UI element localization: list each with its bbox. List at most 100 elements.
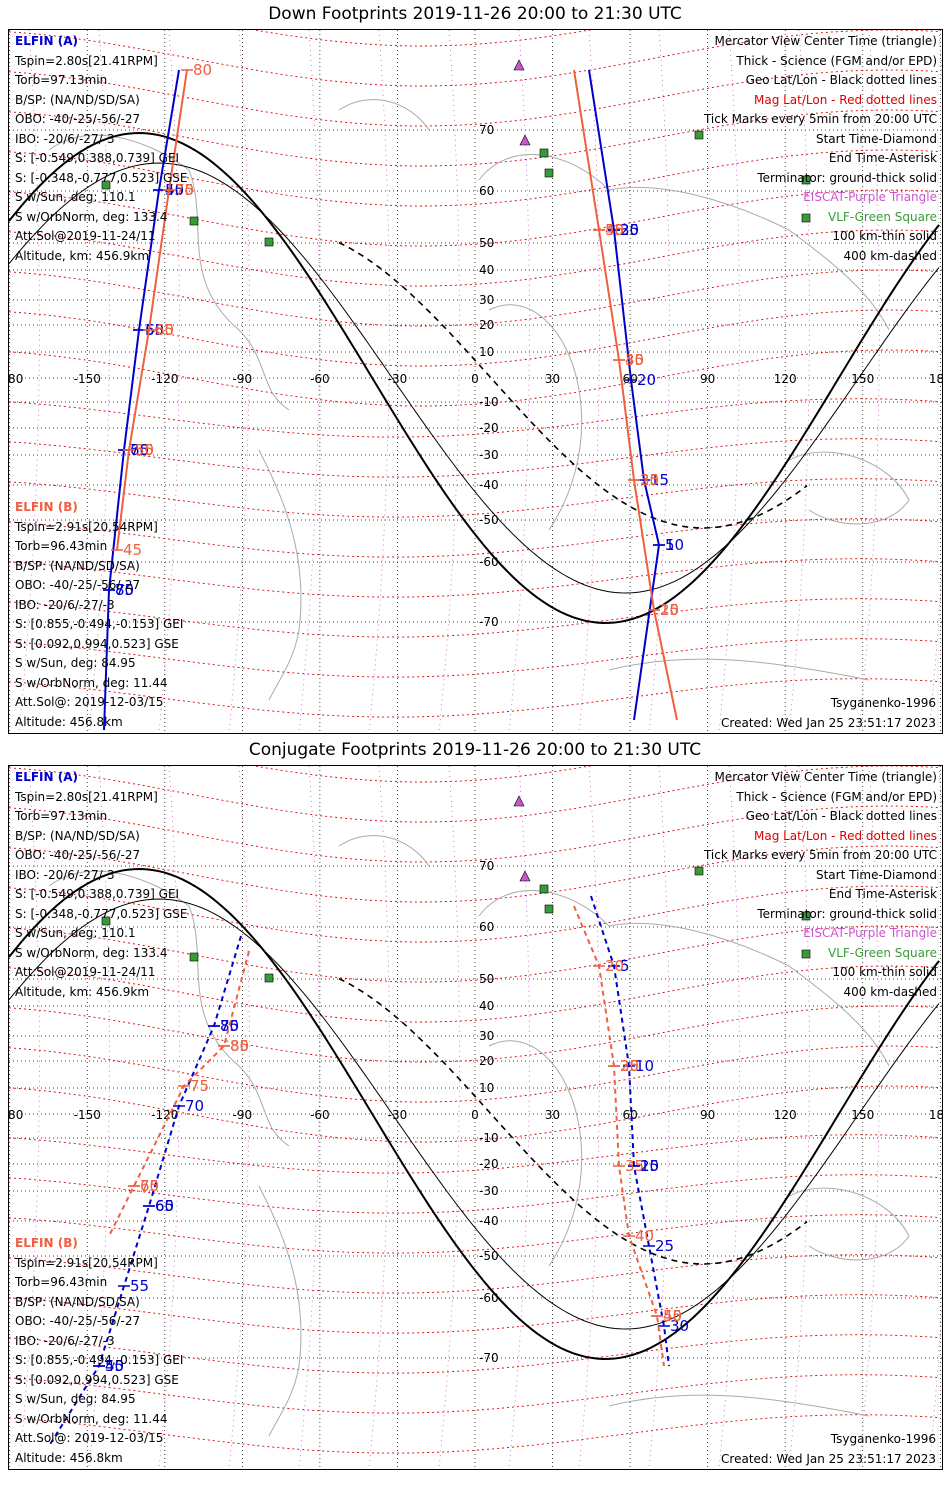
mag-latitude-line: [9, 598, 940, 638]
lon-tick-label: 0: [471, 372, 479, 386]
track-time-label: 50: [605, 221, 624, 239]
mag-latitude-line: [9, 1254, 940, 1294]
eiscat-marker: [513, 59, 525, 71]
map-legend: Mercator View Center Time (triangle) Thi…: [704, 32, 937, 266]
track-time-label: 10: [635, 1057, 654, 1075]
mag-meridian: [18, 30, 40, 733]
lon-tick-label: -90: [233, 372, 253, 386]
model-label: Tsyganenko-1996: [830, 696, 936, 710]
legend-item: Geo Lat/Lon - Black dotted lines: [745, 73, 937, 87]
mag-latitude-line: [9, 558, 940, 598]
eiscat-marker: [519, 870, 531, 882]
legend-item: 400 km-dashed: [843, 984, 937, 999]
track-time-label: 50: [663, 1307, 682, 1325]
legend-item: EISCAT-Purple Triangle: [803, 190, 937, 204]
track-time-label: 80: [115, 581, 134, 599]
probe-a-sun: S w/Sun, deg: 110.1: [15, 926, 136, 940]
probe-a-tspin: Tspin=2.80s[21.41RPM]: [15, 53, 158, 68]
track-time-label: 80: [220, 1017, 239, 1035]
lat-tick-label: -50: [479, 1249, 499, 1263]
created-label: Created: Wed Jan 25 23:51:17 2023: [721, 716, 936, 730]
vlf-station-marker: [189, 216, 199, 226]
probe-b-info: ELFIN (B) Tspin=2.91s[20.54RPM] Torb=96.…: [15, 498, 183, 732]
track-time-label: 35: [625, 1157, 644, 1175]
probe-a-bsp: B/SP: (NA/ND/SD/SA): [15, 92, 140, 107]
lat-tick-label: -60: [479, 555, 499, 569]
mag-latitude-line: [9, 69, 940, 127]
track-time-label: 70: [185, 1097, 204, 1115]
probe-a-torb: Torb=97.13min: [15, 809, 108, 823]
probe-a-bsp: B/SP: (NA/ND/SD/SA): [15, 828, 140, 843]
lon-tick-label: 150: [851, 1108, 874, 1122]
coastline: [48, 870, 290, 1147]
mag-latitude-line: [9, 638, 940, 678]
probe-b-attsol: Att.Sol@: 2019-12-03/15: [15, 695, 164, 709]
probe-b-gei: S: [0.855,-0.494,-0.153] GEI: [15, 1353, 184, 1367]
mag-latitude-line: [9, 965, 940, 1023]
track-time-label: 20: [637, 371, 656, 389]
probe-b-track-east: [573, 69, 678, 721]
legend-item: Tick Marks every 5min from 20:00 UTC: [703, 112, 937, 126]
track-time-label: 80: [230, 1037, 249, 1055]
track-time-label: 20: [640, 1157, 659, 1175]
vlf-station-marker: [544, 168, 554, 178]
track-time-label: 5: [620, 957, 630, 975]
legend-item: 100 km-thin solid: [832, 229, 937, 243]
probe-a-altitude: Altitude, km: 456.9km: [15, 248, 150, 263]
track-time-label: 35: [625, 351, 644, 369]
vlf-station-marker: [539, 884, 549, 894]
vlf-station-marker: [694, 866, 704, 876]
coastline: [338, 99, 430, 131]
mag-latitude-line: [9, 1334, 940, 1374]
mag-latitude-line: [9, 1214, 940, 1254]
mag-meridian: [158, 30, 180, 733]
probe-a-attsol: Att.Sol@2019-11-24/11: [15, 229, 156, 243]
track-time-label: 60: [155, 1197, 174, 1215]
probe-a-track-east: [588, 69, 661, 721]
lat-tick-label: 50: [479, 236, 494, 250]
vlf-station-marker: [544, 904, 554, 914]
panel-title: Conjugate Footprints 2019-11-26 20:00 to…: [248, 740, 702, 760]
legend-item: End Time-Asterisk: [828, 887, 937, 901]
lat-tick-label: -50: [479, 513, 499, 527]
legend-item: Terminator: ground-thick solid: [757, 170, 937, 185]
mag-latitude-line: [9, 1174, 940, 1214]
lon-tick-label: 150: [851, 372, 874, 386]
probe-a-info: ELFIN (A) Tspin=2.80s[21.41RPM] Torb=97.…: [15, 32, 188, 266]
probe-a-name: ELFIN (A): [15, 34, 78, 48]
mag-latitude-line: [9, 1045, 940, 1103]
lon-tick-label: -90: [233, 1108, 253, 1122]
mag-latitude-line: [9, 845, 940, 903]
probe-b-name: ELFIN (B): [15, 1236, 78, 1250]
vlf-station-marker: [539, 148, 549, 158]
legend-item: Start Time-Diamond: [815, 131, 937, 146]
mag-meridian: [648, 30, 670, 733]
mag-latitude-line: [9, 149, 940, 207]
track-time-label: 50: [105, 1357, 124, 1375]
track-time-label: 65: [140, 1177, 159, 1195]
legend-item: Thick - Science (FGM and/or EPD): [736, 53, 937, 68]
lon-tick-label: 180: [929, 372, 942, 386]
terminator-400km: [338, 241, 808, 529]
lon-tick-label: -60: [310, 1108, 330, 1122]
track-time-label: 70: [175, 181, 194, 199]
lat-tick-label: -40: [479, 1214, 499, 1228]
mag-meridian: [718, 30, 740, 733]
map-canvas: -180-150-120-90-60-300306090120150180706…: [9, 766, 942, 1469]
mag-meridian: [718, 766, 740, 1469]
mag-latitude-line: [9, 1005, 940, 1063]
probe-a-info: ELFIN (A) Tspin=2.80s[21.41RPM] Torb=97.…: [15, 768, 188, 1002]
track-time-label: 80: [193, 61, 212, 79]
coastline: [788, 451, 910, 525]
lon-tick-label: -150: [74, 372, 101, 386]
eiscat-marker: [513, 795, 525, 807]
track-time-label: 20: [605, 957, 624, 975]
probe-a-tspin: Tspin=2.80s[21.41RPM]: [15, 789, 158, 804]
coastline: [258, 1185, 302, 1437]
mag-meridian: [858, 30, 880, 733]
lon-tick-label: 30: [545, 372, 560, 386]
probe-a-gei: S: [-0.549,0.388,0.739] GEI: [15, 887, 180, 901]
coastline: [488, 1040, 583, 1267]
terminator-400km: [338, 977, 808, 1265]
lon-tick-label: -150: [74, 1108, 101, 1122]
